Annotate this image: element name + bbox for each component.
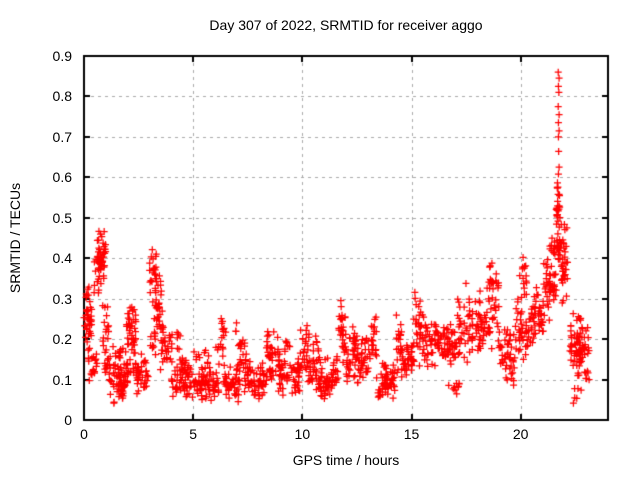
chart-title: Day 307 of 2022, SRMTID for receiver agg… xyxy=(209,17,483,33)
y-tick-label: 0.7 xyxy=(52,128,72,145)
x-tick-label: 15 xyxy=(403,426,420,442)
y-tick-label: 0.5 xyxy=(52,209,72,226)
y-tick-label: 0.8 xyxy=(52,88,72,105)
y-tick-label: 0.1 xyxy=(52,371,72,388)
x-tick-label: 10 xyxy=(294,426,311,442)
y-tick-label: 0.9 xyxy=(52,48,72,64)
y-tick-label: 0 xyxy=(64,412,72,428)
y-tick-label: 0.6 xyxy=(52,169,72,186)
y-axis-label: SRMTID / TECUs xyxy=(7,182,23,294)
x-axis-label: GPS time / hours xyxy=(292,452,400,468)
x-tick-label: 20 xyxy=(512,426,529,442)
y-tick-label: 0.4 xyxy=(52,250,72,267)
x-tick-label: 5 xyxy=(189,426,198,442)
y-tick-label: 0.2 xyxy=(52,331,72,348)
x-tick-label: 0 xyxy=(80,426,88,442)
y-tick-label: 0.3 xyxy=(52,290,72,307)
